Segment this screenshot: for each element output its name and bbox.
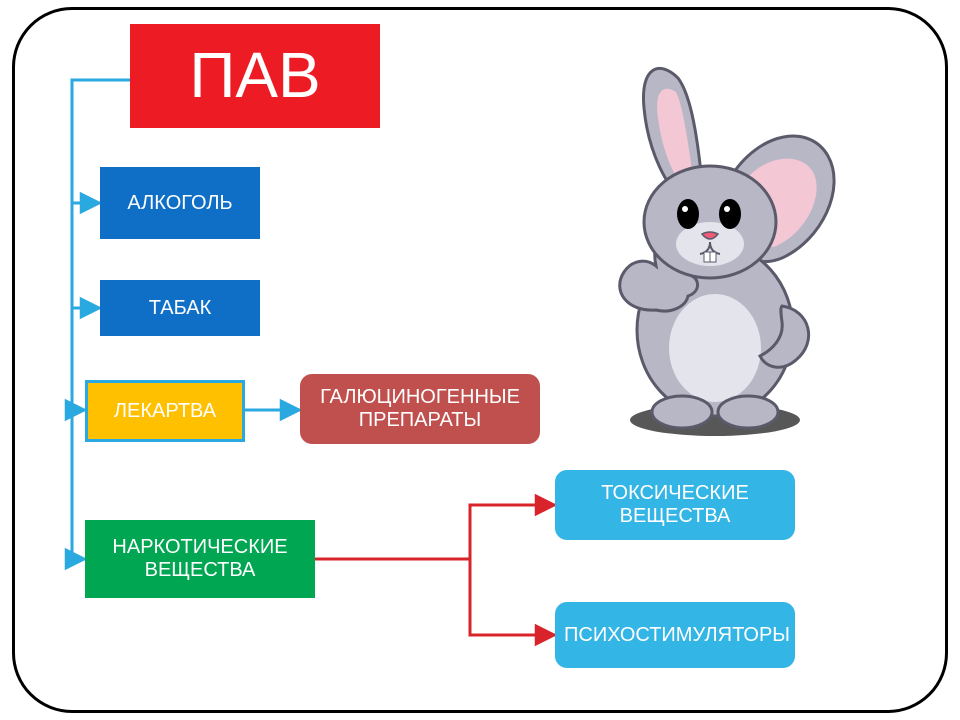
node-root-label: ПАВ bbox=[139, 39, 371, 113]
node-alcohol-label: АЛКОГОЛЬ bbox=[109, 192, 251, 215]
node-narcotics-label: НАРКОТИЧЕСКИЕ ВЕЩЕСТВА bbox=[94, 536, 306, 582]
node-alcohol: АЛКОГОЛЬ bbox=[100, 167, 260, 239]
node-medicine-label: ЛЕКАРТВА bbox=[94, 400, 236, 423]
node-tobacco: ТАБАК bbox=[100, 280, 260, 336]
node-psychostim-label: ПСИХОСТИМУЛЯТОРЫ bbox=[564, 624, 786, 647]
node-psychostim: ПСИХОСТИМУЛЯТОРЫ bbox=[555, 602, 795, 668]
bunny-icon bbox=[560, 60, 860, 440]
node-hallucinogens-label: ГАЛЮЦИНОГЕННЫЕ ПРЕПАРАТЫ bbox=[309, 386, 531, 432]
node-toxic: ТОКСИЧЕСКИЕ ВЕЩЕСТВА bbox=[555, 470, 795, 540]
node-toxic-label: ТОКСИЧЕСКИЕ ВЕЩЕСТВА bbox=[564, 482, 786, 528]
node-tobacco-label: ТАБАК bbox=[109, 297, 251, 320]
node-root: ПАВ bbox=[130, 24, 380, 128]
node-narcotics: НАРКОТИЧЕСКИЕ ВЕЩЕСТВА bbox=[85, 520, 315, 598]
node-medicine: ЛЕКАРТВА bbox=[85, 380, 245, 442]
node-hallucinogens: ГАЛЮЦИНОГЕННЫЕ ПРЕПАРАТЫ bbox=[300, 374, 540, 444]
